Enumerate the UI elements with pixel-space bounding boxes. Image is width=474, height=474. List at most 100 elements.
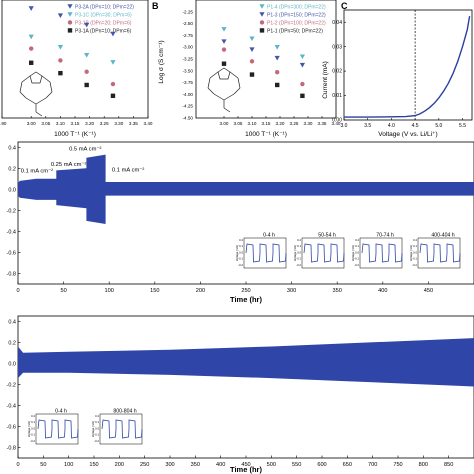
legend-label: P1-1 (DPn=50; DPm=22) [267,28,323,34]
x-tick-label: 3.20 [276,121,285,126]
data-point [274,55,280,61]
panel-e-xlabel: Time (hr) [230,465,262,474]
x-tick-label: 250 [140,462,149,468]
inset-tick-label: 0.0 [31,426,35,430]
x-tick-label: 550 [292,462,301,468]
x-tick-label: 350 [333,288,342,294]
data-point [275,82,280,88]
y-tick-label: -3.25 [183,57,194,62]
x-tick-label: 100 [64,462,73,468]
data-point [299,54,305,60]
legend-label: P1-2 (DPn=100; DPm=22) [267,20,326,26]
legend-marker [259,20,265,25]
x-tick-label: 450 [424,288,433,294]
legend-label: P3-1A (DPn=10; DPm=6) [75,28,131,34]
x-tick-label: 3.00 [220,121,229,126]
x-tick-label: 200 [196,288,205,294]
legend-marker [259,12,265,17]
inset-tick-label: 0.2 [239,238,243,242]
data-point [110,31,116,37]
y-tick-label: 0.01 [332,93,342,99]
data-point [58,70,63,76]
panel-e: 0.4 0.2 0.0 -0.2 -0.4 -0.6 -0.8 0-4 h Voltage (… [7,315,474,474]
panel-c: C Current (mA) 0.000.010.020.030.04 3.0 3… [322,1,473,138]
rate-annotation: 0.1 mA cm⁻² [21,169,53,175]
panel-c-series-line [344,15,471,118]
data-point [57,13,63,18]
y-tick-label: -0.8 [7,445,16,451]
inset-axis-label: Voltage (mV) [409,245,413,261]
legend-marker [67,28,73,33]
x-tick-label: 750 [393,462,402,468]
voltage-profile-inset: 0-4 h Voltage (mV)0.2 0.1 0.0 -0.1 -0.2 [235,233,287,269]
y-tick-label: -2.50 [183,21,194,26]
x-tick-label: 300 [165,462,174,468]
panel-b-x-ticks: 3.00 3.05 3.10 3.15 3.20 3.25 3.30 3.35 3.40 [220,116,341,126]
inset-frame [359,237,403,269]
x-tick-label: 450 [241,462,250,468]
x-tick-label: 4.5 [412,123,419,129]
inset-tick-label: -0.2 [94,439,99,443]
y-tick-label: 0.4 [8,145,16,151]
x-tick-label: 3.20 [85,121,94,126]
inset-tick-label: -0.1 [296,257,301,261]
x-tick-label: 200 [115,462,124,468]
x-tick-label: 400 [216,462,225,468]
inset-frame [99,413,143,445]
y-tick-label: -3.00 [183,45,194,50]
inset-voltage-trace [37,419,79,439]
x-tick-label: 3.25 [100,121,109,126]
inset-tick-label: 0.0 [297,250,301,254]
legend-marker [67,4,73,9]
rate-annotation: 0.1 mA cm⁻² [112,167,144,173]
panel-e-frame [17,315,474,459]
inset-voltage-trace [303,243,345,263]
inset-tick-label: 0.2 [355,238,359,242]
inset-axis-label: Voltage (mV) [351,245,355,261]
panel-b-xlabel: 1000 T⁻¹ (K⁻¹) [245,131,287,138]
rate-annotation: 0.25 mA cm⁻² [51,162,87,168]
y-tick-label: -4.25 [183,104,194,109]
x-tick-label: 150 [150,288,159,294]
x-tick-label: 500 [267,462,276,468]
x-tick-label: 3.15 [262,121,271,126]
panel-d-annotations: 0.1 mA cm⁻²0.25 mA cm⁻²0.5 mA cm⁻²0.1 mA… [21,146,145,174]
panel-d-x-ticks: 0 50 100 150 200 250 300 350 400 450 [16,281,433,294]
data-point [249,59,255,64]
inset-tick-label: -0.2 [296,263,301,267]
inset-tick-label: 0.0 [239,250,243,254]
inset-tick-label: 0.0 [413,250,417,254]
x-tick-label: 3.30 [114,121,123,126]
inset-voltage-trace [245,243,287,263]
data-point [28,34,34,40]
x-tick-label: 0 [16,288,19,294]
y-tick-label: 0.02 [332,69,342,75]
panel-d-y-ticks: 0.4 0.2 0.0 -0.2 -0.4 -0.6 -0.8 [7,145,21,277]
data-point [84,22,90,28]
x-tick-label: 3.35 [318,121,327,126]
inset-tick-label: 0.1 [413,244,417,248]
inset-tick-label: 0.0 [95,426,99,430]
x-tick-label: 4.0 [388,123,395,129]
data-point [275,70,280,75]
x-tick-label: 3.35 [129,121,138,126]
data-point [249,72,255,77]
y-tick-label: -3.50 [183,68,194,73]
voltage-profile-inset: 800-804 h Voltage (mV)0.2 0.1 0.0 -0.1 -0.2 [91,409,143,445]
x-tick-label: 100 [105,288,114,294]
x-tick-label: 600 [317,462,326,468]
data-point [28,6,34,11]
y-tick-label: -0.2 [7,208,16,214]
y-tick-label: -0.8 [7,271,16,277]
inset-frame [243,237,287,269]
panel-a-x-ticks: 2.90 3.00 3.05 3.10 3.15 3.20 3.25 3.30 3.35 3.40 [0,116,153,126]
y-tick-label: 0.2 [8,340,16,346]
y-tick-label: 0.2 [8,166,16,172]
inset-title: 0-4 h [263,233,275,239]
x-tick-label: 50 [60,288,66,294]
data-point [110,60,116,65]
legend-label: P3-2A (DPn=10; DPm=22) [75,4,134,10]
inset-tick-label: 0.1 [31,420,35,424]
